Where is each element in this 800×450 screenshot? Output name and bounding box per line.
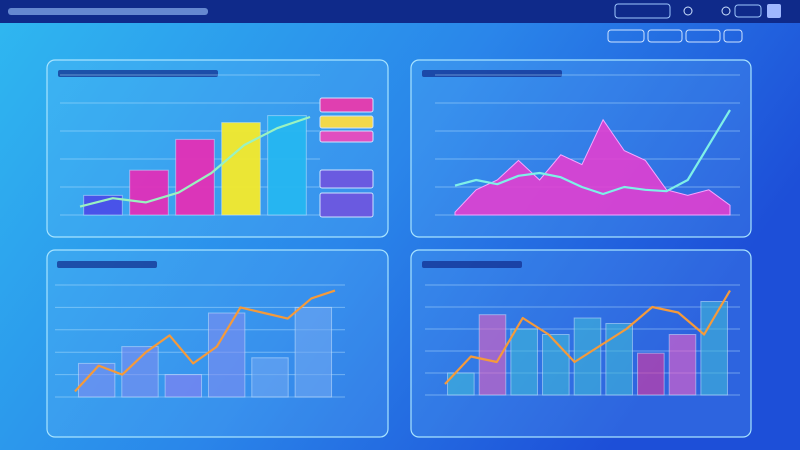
- panel-title: [57, 261, 157, 268]
- line: [74, 289, 336, 393]
- bar: [637, 352, 665, 396]
- bar: [668, 334, 697, 396]
- tab[interactable]: [685, 29, 721, 43]
- bar: [605, 323, 633, 396]
- tab[interactable]: [723, 29, 743, 43]
- line: [79, 115, 311, 208]
- panel-title: [422, 261, 522, 268]
- bar: [447, 372, 475, 396]
- avatar[interactable]: [767, 4, 781, 18]
- bar: [294, 306, 333, 398]
- search-box[interactable]: [614, 3, 671, 19]
- bar: [251, 357, 289, 398]
- top-bar: [0, 0, 800, 23]
- bar: [121, 346, 159, 398]
- bar: [221, 122, 261, 216]
- icon-button[interactable]: [683, 6, 693, 16]
- panel-title: [58, 70, 218, 77]
- icon-button[interactable]: [721, 6, 731, 16]
- line: [444, 289, 731, 385]
- bar: [267, 115, 307, 216]
- bar: [478, 314, 507, 396]
- menu-button[interactable]: [734, 4, 762, 18]
- tab[interactable]: [647, 29, 683, 43]
- bar: [542, 334, 570, 396]
- legend-item: [319, 97, 374, 113]
- panel-title: [422, 70, 562, 77]
- legend-item: [319, 115, 374, 129]
- legend-item: [319, 192, 374, 218]
- bar: [129, 169, 169, 216]
- bar: [573, 317, 602, 396]
- bar: [510, 328, 538, 396]
- legend-item: [319, 169, 374, 189]
- bar: [207, 312, 246, 398]
- legend-item: [319, 130, 374, 143]
- tab[interactable]: [607, 29, 645, 43]
- line: [454, 109, 731, 196]
- bar: [175, 138, 215, 216]
- bar: [164, 374, 203, 398]
- app-title: [8, 8, 208, 15]
